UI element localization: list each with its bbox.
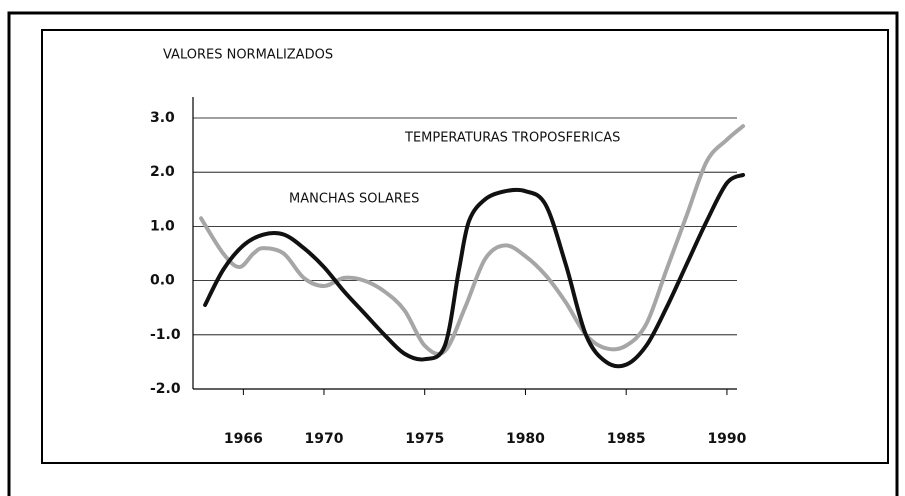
inner-frame: [41, 29, 889, 464]
x-tick-label: 1980: [506, 431, 545, 447]
y-tick-label: 1.0: [150, 218, 175, 234]
series-line: [203, 172, 746, 369]
outer-frame: [7, 11, 899, 496]
y-tick-label: -2.0: [150, 381, 181, 397]
y-tick-label: 3.0: [150, 110, 175, 126]
x-tick-label: 1990: [707, 431, 746, 447]
y-tick-label: -1.0: [150, 327, 181, 343]
annotation: MANCHAS SOLARES: [289, 192, 419, 207]
y-tick-label: 0.0: [150, 273, 175, 289]
y-tick-label: 2.0: [150, 164, 175, 180]
series-line: [199, 124, 746, 356]
y-axis-label: VALORES NORMALIZADOS: [163, 48, 333, 63]
annotation: TEMPERATURAS TROPOSFERICAS: [404, 131, 620, 146]
x-tick-label: 1970: [304, 431, 343, 447]
x-tick-label: 1985: [607, 431, 646, 447]
x-tick-label: 1975: [405, 431, 444, 447]
x-tick-label: 1966: [224, 431, 263, 447]
